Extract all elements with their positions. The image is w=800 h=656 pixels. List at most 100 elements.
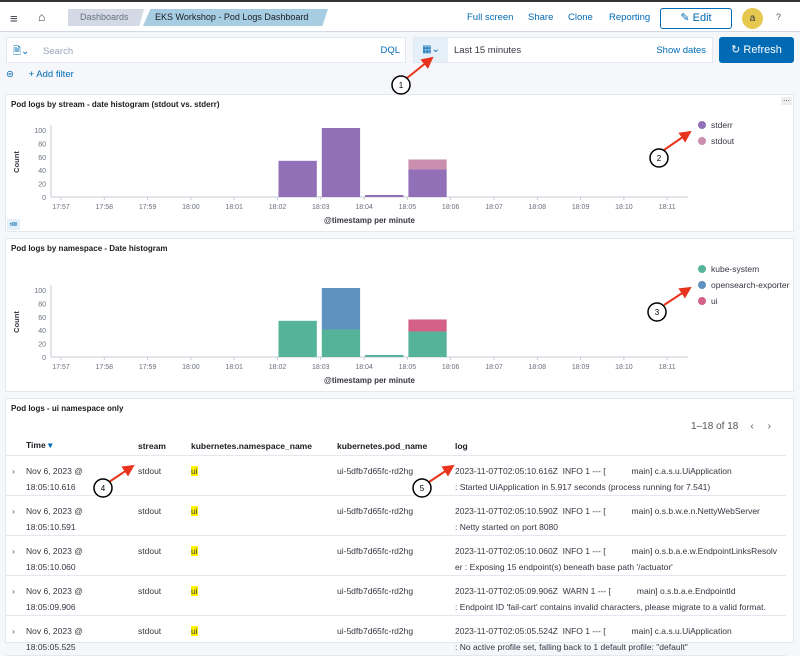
legend-item-ui[interactable]: ui bbox=[698, 296, 718, 306]
x-tick-label: 18:10 bbox=[615, 204, 633, 211]
column-header-log[interactable]: log bbox=[455, 437, 786, 456]
cell-stream: stdout bbox=[138, 535, 191, 576]
legend-item-stdout[interactable]: stdout bbox=[698, 136, 734, 146]
pencil-icon: ✎ bbox=[680, 12, 693, 24]
x-tick-label: 18:08 bbox=[529, 204, 547, 211]
legend-item-kube-system[interactable]: kube-system bbox=[698, 264, 759, 274]
y-tick-label: 100 bbox=[34, 288, 46, 295]
home-icon[interactable]: ⌂ bbox=[38, 10, 46, 24]
x-tick-label: 18:00 bbox=[182, 204, 200, 211]
cell-log: 2023-11-07T02:05:10.616Z INFO 1 --- [ ma… bbox=[455, 455, 786, 496]
pagination: 1–18 of 18 ‹ › bbox=[691, 421, 771, 432]
legend-item-stderr[interactable]: stderr bbox=[698, 120, 733, 130]
x-tick-label: 18:06 bbox=[442, 204, 460, 211]
help-icon[interactable]: ? bbox=[776, 12, 782, 22]
column-header-pod[interactable]: kubernetes.pod_name bbox=[337, 437, 455, 456]
bar-stderr bbox=[365, 194, 404, 197]
filter-row: ⊜ + Add filter bbox=[6, 69, 74, 80]
x-tick-label: 18:06 bbox=[442, 364, 460, 371]
y-tick-label: 80 bbox=[38, 301, 46, 308]
column-header-time[interactable]: Time ▾ bbox=[26, 437, 138, 456]
prev-page-icon[interactable]: ‹ bbox=[750, 421, 754, 432]
reporting-link[interactable]: Reporting bbox=[609, 12, 651, 23]
table-row[interactable]: › Nov 6, 2023 @ 18:05:10.591 stdout ui u… bbox=[6, 495, 786, 536]
column-header-stream[interactable]: stream bbox=[138, 437, 191, 456]
expand-row-icon[interactable]: › bbox=[6, 535, 26, 576]
x-tick-label: 18:11 bbox=[659, 364, 676, 371]
next-page-icon[interactable]: › bbox=[767, 421, 771, 432]
cell-log: 2023-11-07T02:05:05.524Z INFO 1 --- [ ma… bbox=[455, 615, 786, 656]
panel-options-icon[interactable]: ⋯ bbox=[781, 97, 792, 105]
share-link[interactable]: Share bbox=[528, 12, 554, 23]
cell-pod: ui-5dfb7d65fc-rd2hg bbox=[337, 495, 455, 536]
hamburger-icon[interactable]: ≡ bbox=[10, 11, 18, 26]
panel-stream-histogram: Pod logs by stream - date histogram (std… bbox=[5, 94, 794, 232]
x-tick-label: 18:03 bbox=[312, 364, 330, 371]
expand-row-icon[interactable]: › bbox=[6, 455, 26, 496]
x-tick-label: 18:04 bbox=[355, 364, 373, 371]
y-tick-label: 40 bbox=[38, 328, 46, 335]
x-tick-label: 17:59 bbox=[139, 204, 157, 211]
cell-pod: ui-5dfb7d65fc-rd2hg bbox=[337, 575, 455, 616]
x-tick-label: 18:01 bbox=[225, 364, 243, 371]
sort-desc-icon: ▾ bbox=[48, 440, 53, 451]
x-tick-label: 17:58 bbox=[96, 204, 114, 211]
cell-stream: stdout bbox=[138, 455, 191, 496]
x-tick-label: 17:57 bbox=[52, 364, 70, 371]
x-tick-label: 18:01 bbox=[225, 204, 243, 211]
cell-time: Nov 6, 2023 @ 18:05:05.525 bbox=[26, 615, 138, 656]
full-screen-link[interactable]: Full screen bbox=[467, 12, 514, 23]
x-tick-label: 17:59 bbox=[139, 364, 157, 371]
expand-row-icon[interactable]: › bbox=[6, 495, 26, 536]
time-picker: ▦⌄ Last 15 minutes Show dates bbox=[413, 37, 713, 63]
x-tick-label: 18:10 bbox=[615, 364, 633, 371]
x-tick-label: 18:02 bbox=[269, 364, 287, 371]
avatar[interactable]: a bbox=[742, 8, 763, 29]
x-axis-label: @timestamp per minute bbox=[324, 216, 415, 225]
table-row[interactable]: › Nov 6, 2023 @ 18:05:05.525 stdout ui u… bbox=[6, 615, 786, 656]
search-input[interactable]: Search bbox=[43, 46, 74, 57]
expand-row-icon[interactable]: › bbox=[6, 615, 26, 656]
time-range[interactable]: Last 15 minutes bbox=[454, 45, 522, 56]
show-dates-link[interactable]: Show dates bbox=[656, 45, 706, 56]
table-row[interactable]: › Nov 6, 2023 @ 18:05:10.616 stdout ui u… bbox=[6, 455, 786, 496]
bar-kube-system bbox=[321, 329, 361, 357]
bar-ui bbox=[408, 319, 447, 332]
refresh-button[interactable]: ↻ Refresh bbox=[719, 37, 794, 63]
x-tick-label: 17:57 bbox=[52, 204, 70, 211]
logs-table: Time ▾ stream kubernetes.namespace_name … bbox=[6, 437, 786, 656]
cell-namespace: ui bbox=[191, 575, 337, 616]
panel-title: Pod logs by namespace - Date histogram bbox=[11, 244, 168, 253]
legend-item-opensearch-exporter[interactable]: opensearch-exporter bbox=[698, 280, 789, 290]
bar-opensearch-exporter bbox=[321, 287, 361, 330]
edit-button[interactable]: ✎ Edit bbox=[660, 8, 732, 29]
table-row[interactable]: › Nov 6, 2023 @ 18:05:10.060 stdout ui u… bbox=[6, 535, 786, 576]
cell-pod: ui-5dfb7d65fc-rd2hg bbox=[337, 615, 455, 656]
y-tick-label: 40 bbox=[38, 168, 46, 175]
clone-link[interactable]: Clone bbox=[568, 12, 593, 23]
calendar-icon[interactable]: ▦⌄ bbox=[414, 38, 448, 62]
x-tick-label: 18:07 bbox=[485, 204, 503, 211]
table-row[interactable]: › Nov 6, 2023 @ 18:05:09.906 stdout ui u… bbox=[6, 575, 786, 616]
expand-row-icon[interactable]: › bbox=[6, 575, 26, 616]
filter-icon[interactable]: ⊜ bbox=[6, 69, 14, 80]
cell-time: Nov 6, 2023 @ 18:05:10.616 bbox=[26, 455, 138, 496]
bar-stderr bbox=[408, 169, 447, 197]
panel-ui-logs: Pod logs - ui namespace only 1–18 of 18 ‹… bbox=[5, 398, 794, 656]
legend-toggle-icon[interactable]: ≔ bbox=[7, 219, 20, 230]
cell-stream: stdout bbox=[138, 495, 191, 536]
cell-namespace: ui bbox=[191, 455, 337, 496]
y-tick-label: 60 bbox=[38, 155, 46, 162]
x-tick-label: 18:00 bbox=[182, 364, 200, 371]
saved-query-icon[interactable]: 🗎⌄ bbox=[13, 46, 30, 57]
column-header-namespace[interactable]: kubernetes.namespace_name bbox=[191, 437, 337, 456]
panel-title: Pod logs by stream - date histogram (std… bbox=[11, 100, 220, 109]
x-tick-label: 18:03 bbox=[312, 204, 330, 211]
dql-button[interactable]: DQL bbox=[380, 45, 400, 56]
cell-time: Nov 6, 2023 @ 18:05:10.591 bbox=[26, 495, 138, 536]
x-tick-label: 18:05 bbox=[399, 364, 417, 371]
add-filter-button[interactable]: + Add filter bbox=[28, 69, 74, 80]
y-axis-label: Count bbox=[12, 311, 21, 333]
x-tick-label: 18:04 bbox=[355, 204, 373, 211]
breadcrumb-dashboards[interactable]: Dashboards bbox=[68, 9, 144, 26]
